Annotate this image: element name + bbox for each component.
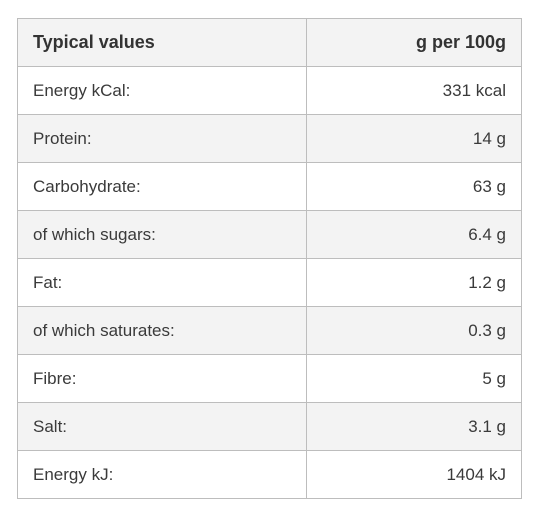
- table-row: Fibre: 5 g: [17, 354, 522, 403]
- row-value-fat: 1.2 g: [306, 258, 522, 307]
- table-row: Energy kCal: 331 kcal: [17, 66, 522, 115]
- table-row: Protein: 14 g: [17, 114, 522, 163]
- row-value-energy-kcal: 331 kcal: [306, 66, 522, 115]
- row-label-salt: Salt:: [17, 402, 307, 451]
- table-row: Carbohydrate: 63 g: [17, 162, 522, 211]
- row-label-energy-kcal: Energy kCal:: [17, 66, 307, 115]
- table-header-row: Typical values g per 100g: [17, 18, 522, 67]
- row-label-fibre: Fibre:: [17, 354, 307, 403]
- row-label-protein: Protein:: [17, 114, 307, 163]
- row-label-fat: Fat:: [17, 258, 307, 307]
- header-per-100g: g per 100g: [306, 18, 522, 67]
- row-label-sugars: of which sugars:: [17, 210, 307, 259]
- table-row: Salt: 3.1 g: [17, 402, 522, 451]
- row-label-energy-kj: Energy kJ:: [17, 450, 307, 499]
- table-row: of which saturates: 0.3 g: [17, 306, 522, 355]
- row-value-energy-kj: 1404 kJ: [306, 450, 522, 499]
- header-typical-values: Typical values: [17, 18, 307, 67]
- table-row: of which sugars: 6.4 g: [17, 210, 522, 259]
- row-value-protein: 14 g: [306, 114, 522, 163]
- row-value-salt: 3.1 g: [306, 402, 522, 451]
- table-row: Energy kJ: 1404 kJ: [17, 450, 522, 499]
- row-value-saturates: 0.3 g: [306, 306, 522, 355]
- nutrition-table: Typical values g per 100g Energy kCal: 3…: [17, 18, 522, 499]
- row-label-saturates: of which saturates:: [17, 306, 307, 355]
- row-label-carbohydrate: Carbohydrate:: [17, 162, 307, 211]
- table-row: Fat: 1.2 g: [17, 258, 522, 307]
- row-value-sugars: 6.4 g: [306, 210, 522, 259]
- row-value-carbohydrate: 63 g: [306, 162, 522, 211]
- row-value-fibre: 5 g: [306, 354, 522, 403]
